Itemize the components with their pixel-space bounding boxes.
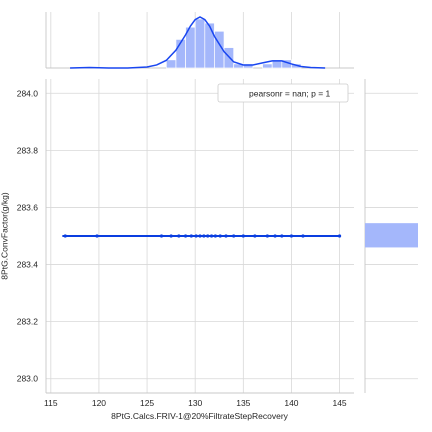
right-marginal-histogram: [365, 223, 418, 248]
main-plot-area: 115 120 125 130 135 140 145 283.0283.2283.4283…: [17, 79, 354, 408]
legend-annotation: pearsonr = nan; p = 1: [249, 89, 331, 99]
y-tick-label: 283.2: [17, 317, 39, 327]
x-tick-label: 140: [284, 398, 298, 408]
y-tick-label: 283.6: [17, 202, 39, 212]
right-marginal-panel: [364, 79, 418, 393]
top-hist-bar: [165, 59, 177, 69]
y-tick-label: 283.0: [17, 374, 39, 384]
x-tick-labels: 115 120 125 130 135 140 145: [44, 398, 347, 408]
x-tick-label: 135: [236, 398, 250, 408]
y-tick-label: 283.4: [17, 260, 39, 270]
x-tick-label: 115: [44, 398, 58, 408]
x-tick-label: 130: [188, 398, 202, 408]
top-hist-bar: [194, 18, 206, 69]
y-tick-labels: 283.0 283.2 283.4 283.6 283.8 284.0: [17, 88, 39, 383]
y-tick-label: 284.0: [17, 88, 39, 98]
top-marginal-panel: [45, 12, 354, 69]
y-axis-label: 8PtG.ConvFactor(g/kg): [0, 192, 10, 280]
top-marginal-kde-curve: [70, 16, 326, 69]
right-hist-bar: [365, 223, 418, 248]
y-tick-label: 283.8: [17, 145, 39, 155]
legend: pearsonr = nan; p = 1: [217, 83, 349, 103]
top-hist-bar: [242, 63, 254, 69]
x-axis-label: 8PtG.Calcs.FRIV-1@20%FiltrateStepRecover…: [111, 411, 289, 421]
top-hist-bar: [204, 22, 215, 69]
x-tick-label: 145: [332, 398, 346, 408]
x-tick-label: 120: [92, 398, 106, 408]
x-tick-label: 125: [140, 398, 154, 408]
top-hist-bar: [262, 63, 273, 69]
legend-box: [217, 83, 349, 103]
